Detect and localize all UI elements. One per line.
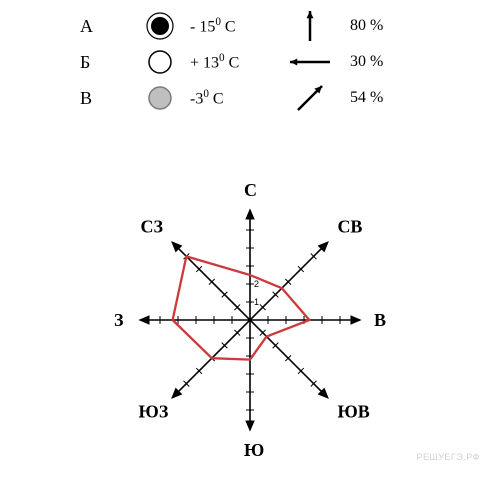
axis-label: З xyxy=(114,310,124,330)
tick-number: 1 xyxy=(254,297,259,307)
legend-symbol-icon xyxy=(130,47,190,77)
legend-row: В -30 С 54 % xyxy=(80,80,440,116)
axis-label: СВ xyxy=(337,217,362,237)
axis-line xyxy=(172,242,250,320)
legend-row: Б + 130 С 30 % xyxy=(80,44,440,80)
axis-label: ЮВ xyxy=(337,401,369,421)
legend-temperature: - 150 С xyxy=(190,16,270,36)
axis-label: С xyxy=(244,180,257,200)
axis-label: СЗ xyxy=(141,217,164,237)
legend-letter: В xyxy=(80,88,130,109)
legend-letter: А xyxy=(80,16,130,37)
axis-label: В xyxy=(374,310,386,330)
legend-letter: Б xyxy=(80,52,130,73)
axis-line xyxy=(250,320,328,398)
legend-symbol-icon xyxy=(130,11,190,41)
axis-line xyxy=(250,242,328,320)
axis-label: ЮЗ xyxy=(139,401,169,421)
legend-symbol-icon xyxy=(130,83,190,113)
legend-temperature: -30 С xyxy=(190,88,270,108)
wind-rose-chart: С СВ В ЮВ Ю ЮЗ З СЗ 1 2 xyxy=(60,170,440,490)
legend-percent: 80 % xyxy=(350,17,410,35)
tick-number: 2 xyxy=(254,279,259,289)
wind-rose-polygon xyxy=(173,256,310,359)
legend-table: А - 150 С 80 % Б + 130 С 30 % В -30 С 54 % xyxy=(80,8,440,116)
legend-row: А - 150 С 80 % xyxy=(80,8,440,44)
axis-label: Ю xyxy=(244,440,264,460)
legend-arrow-icon xyxy=(270,10,350,42)
legend-arrow-icon xyxy=(270,46,350,78)
legend-percent: 30 % xyxy=(350,53,410,71)
legend-percent: 54 % xyxy=(350,89,410,107)
legend-arrow-icon xyxy=(270,82,350,114)
watermark: РЕШУЕГЭ.РФ xyxy=(416,452,480,462)
legend-temperature: + 130 С xyxy=(190,52,270,72)
